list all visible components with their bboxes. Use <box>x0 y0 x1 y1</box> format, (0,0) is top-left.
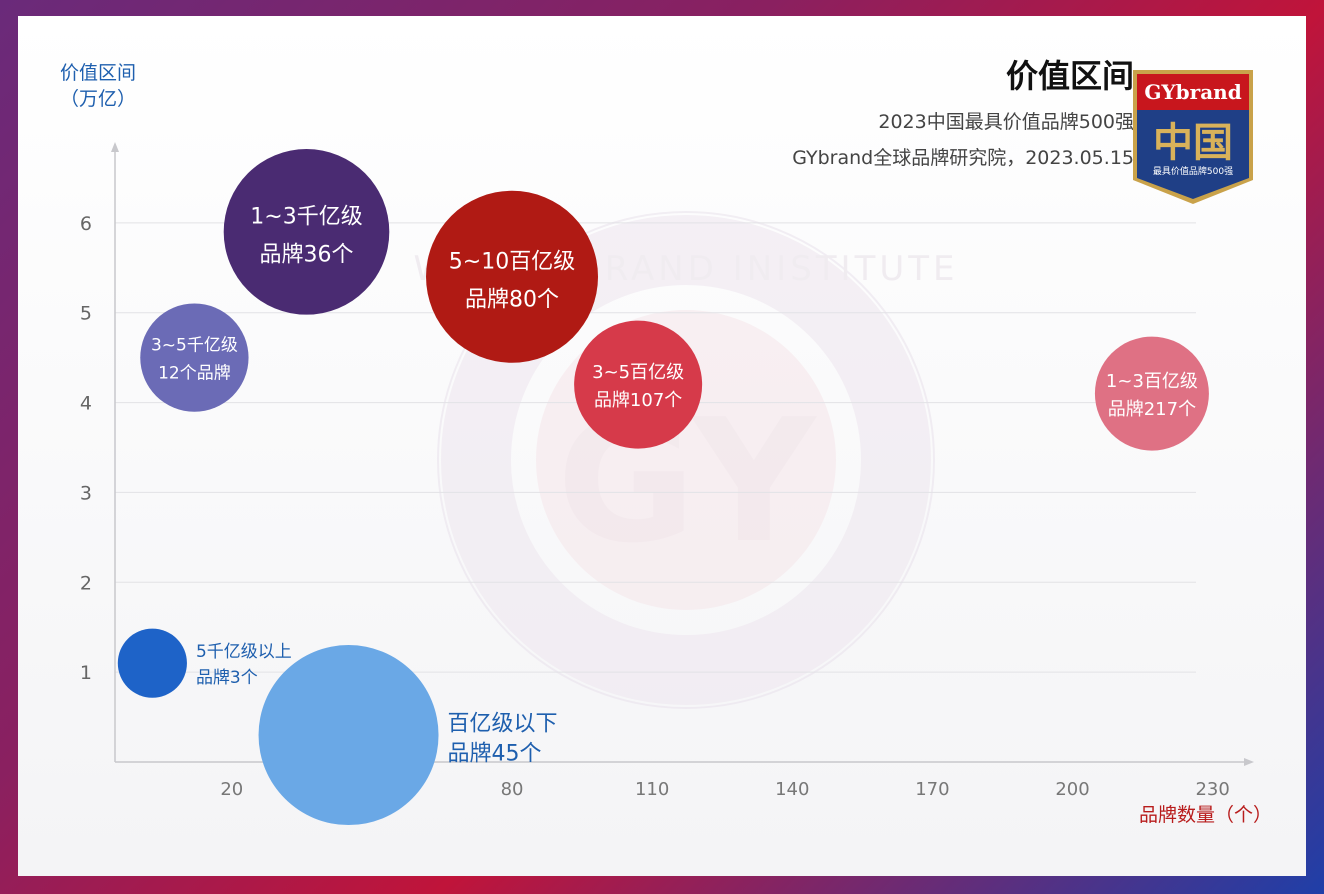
source-note: GYbrand全球品牌研究院，2023.05.15 <box>792 147 1134 169</box>
x-tick-labels: 205080110140170200230 <box>220 779 1229 800</box>
x-tick-label: 200 <box>1055 779 1089 800</box>
bubble-point <box>426 190 599 363</box>
x-tick-label: 170 <box>915 779 949 800</box>
bubble-label-line1: 5千亿级以上 <box>196 642 292 662</box>
logo-top-text: GYbrand <box>1144 80 1241 104</box>
y-tick-label: 3 <box>80 482 92 504</box>
y-axis-arrow <box>111 142 119 152</box>
logo-main-text: 中国 <box>1153 120 1233 166</box>
bubble-label-line2: 12个品牌 <box>158 364 231 384</box>
y-axis-label: 价值区间 （万亿） <box>60 60 136 112</box>
x-tick-label: 230 <box>1195 779 1229 800</box>
bubble-label-line1: 百亿级以下 <box>448 712 558 737</box>
bubble-label-line1: 3~5百亿级 <box>592 362 684 383</box>
bubble-label-line2: 品牌107个 <box>594 390 682 411</box>
bubble-point <box>140 303 249 412</box>
x-tick-label: 110 <box>635 779 669 800</box>
bubble-point <box>117 628 187 698</box>
page-subtitle: 2023中国最具价值品牌500强 <box>878 111 1134 133</box>
y-tick-label: 6 <box>80 213 92 235</box>
x-axis-label: 品牌数量（个） <box>1138 804 1272 826</box>
y-tick-label: 5 <box>80 303 92 325</box>
y-tick-labels: 1 2 3 4 5 6 <box>80 213 92 684</box>
y-tick-label: 1 <box>80 662 92 684</box>
bubble-label-line1: 1~3百亿级 <box>1106 371 1198 392</box>
x-tick-label: 80 <box>501 779 524 800</box>
header: 价值区间 2023中国最具价值品牌500强 GYbrand全球品牌研究院，202… <box>792 56 1134 170</box>
bubble-label-line1: 1~3千亿级 <box>250 205 362 230</box>
bubble-label-line1: 5~10百亿级 <box>449 249 575 274</box>
y-axis-label-line1: 价值区间 <box>60 62 137 84</box>
bubble-label-line2: 品牌45个 <box>448 742 542 767</box>
y-tick-label: 4 <box>80 393 92 415</box>
page-title: 价值区间 <box>1005 57 1134 95</box>
bubble-label-line2: 品牌217个 <box>1108 399 1196 420</box>
x-axis-arrow <box>1244 758 1254 766</box>
bubble-label-line2: 品牌80个 <box>465 287 559 312</box>
logo-bottom-text: 最具价值品牌500强 <box>1153 165 1233 177</box>
y-axis-label-line2: （万亿） <box>60 88 137 110</box>
bubble-label-line2: 品牌36个 <box>260 243 354 268</box>
bubble-point <box>223 149 390 315</box>
bubble-label-line1: 3~5千亿级 <box>151 336 238 356</box>
x-tick-label: 140 <box>775 779 809 800</box>
gybrand-logo: GYbrand 中国 最具价值品牌500强 <box>1133 70 1253 204</box>
bubble-point <box>1094 336 1209 451</box>
y-tick-label: 2 <box>80 572 92 594</box>
bubble-point <box>258 645 439 826</box>
x-tick-label: 20 <box>220 779 243 800</box>
bubble-label-line2: 品牌3个 <box>196 668 258 688</box>
bubble-point <box>574 320 703 449</box>
